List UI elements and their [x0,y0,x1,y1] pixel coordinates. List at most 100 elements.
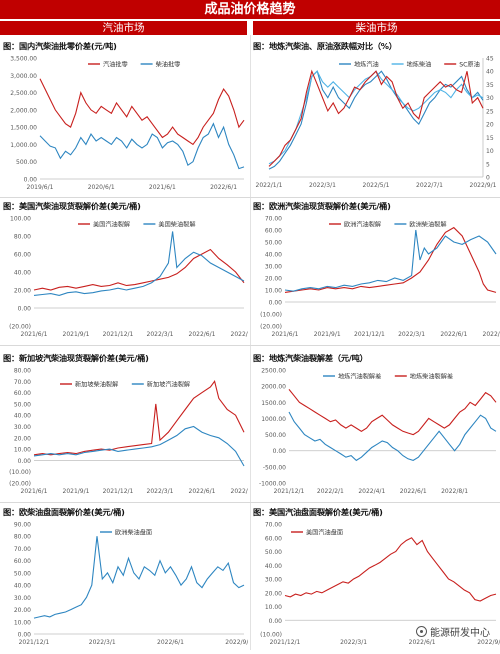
y-tick-label: 90.00 [14,522,31,529]
x-tick-label: 2022/6/1 [440,331,467,338]
y-tick-label: 80.00 [14,368,31,375]
legend-label: 美国柴油裂解 [158,220,195,228]
y-tick-label: 0.00 [18,306,32,313]
y-tick-label: 50.00 [265,549,282,556]
y-tick-label: 25 [486,108,494,115]
x-tick-label: 2022/9/1 [225,639,248,646]
y-tick-label: 1500.00 [261,400,286,407]
x-tick-label: 2022/3/1 [147,331,174,338]
y-tick-label: 30.00 [265,577,282,584]
series-line [39,122,245,170]
chart-singapore-spot-crack-spread: 80.00 70.00 60.00 50.00 40.00 30.00 20.00 10.00… [9,368,248,496]
y-tick-label: 20.00 [14,607,31,614]
y-tick-label: (10.00) [260,312,282,319]
y-tick-label: 15 [486,135,494,142]
y-tick-label: (20.00) [9,481,31,488]
y-tick-label: (20.00) [260,324,282,331]
x-tick-label: 2022/5/1 [363,182,390,189]
y-tick-label: 35 [486,82,494,89]
x-tick-label: 2021/9/1 [63,488,90,495]
y-tick-label: 50.00 [14,401,31,408]
y-tick-label: (10.00) [260,632,282,639]
y-tick-label: (20.00) [9,324,31,331]
chart-local-refinery-vs-crude-change: 45 40 35 30 25 20 15 10 5 0 2022/1/1 2022/3/1 2022/5… [256,56,497,190]
y-tick-label: 500.00 [16,159,37,166]
x-tick-label: 2022/9/1 [231,331,248,338]
x-tick-label: 2021/6/1 [21,488,48,495]
y-tick-label: 10.00 [14,619,31,626]
diesel-market-header: 柴油市场 [253,21,500,35]
y-tick-label: 40.00 [14,413,31,420]
y-tick-label: 40.00 [265,252,282,259]
y-tick-label: 1000.00 [261,416,286,423]
wechat-icon [416,626,427,637]
legend-label: 汽油批零 [103,60,128,68]
y-tick-label: 60.00 [14,252,31,259]
legend-label: 地炼柴油 [407,60,432,68]
x-tick-label: 2022/6/1 [210,184,237,191]
series-line [284,537,497,602]
x-tick-label: 2022/9/1 [231,488,248,495]
y-tick-label: 80.00 [14,234,31,241]
x-tick-label: 2022/2/1 [317,488,344,495]
panel-title-local-refinery-vs-crude-change: 图：地炼汽柴油、原油涨跌幅对比（%） [253,41,397,51]
panel-title-gasoline-diesel-wholesale-retail-spread: 图：国内汽柴油批零价差(元/吨) [3,41,117,51]
watermark: 能源研发中心 [416,624,490,639]
y-tick-label: 10.00 [265,604,282,611]
y-tick-label: 50.00 [265,240,282,247]
y-tick-label: 5 [486,161,490,168]
y-tick-label: 70.00 [14,546,31,553]
y-tick-label: 60.00 [14,558,31,565]
y-tick-label: 1,500.00 [10,125,37,132]
row-divider [0,502,500,503]
gasoline-market-header: 汽油市场 [0,21,247,35]
y-tick-label: 30.00 [265,264,282,271]
y-tick-label: 40.00 [14,270,31,277]
series-line [33,425,245,467]
y-tick-label: 3,000.00 [10,73,37,80]
y-tick-label: 80.00 [14,534,31,541]
series-line [268,69,484,167]
series-line [288,411,497,462]
x-tick-label: 2022/3/1 [309,182,336,189]
x-tick-label: 2022/9/1 [483,331,500,338]
y-tick-label: 0.00 [18,458,32,465]
y-tick-label: 60.00 [265,228,282,235]
y-tick-label: 10.00 [14,447,31,454]
legend-label: 美国汽油盘面 [306,528,343,536]
legend-label: 欧洲柴油盘面 [115,528,152,536]
y-tick-label: 2000.00 [261,384,286,391]
chart-local-refinery-crack-spread: 2500.00 2000.00 1500.00 1000.00 500.00 0.00 -5… [259,368,497,495]
x-tick-label: 2022/6/1 [400,488,427,495]
y-tick-label: 30.00 [14,424,31,431]
x-tick-label: 2022/6/1 [189,331,216,338]
y-tick-label: 2,500.00 [10,90,37,97]
x-tick-label: 2021/12/1 [354,331,385,338]
report-title: 成品油价格趋势 [0,0,500,19]
y-tick-label: 40.00 [265,563,282,570]
x-tick-label: 2021/12/1 [103,488,134,495]
series-line [284,229,497,292]
legend-label: 地炼汽油 [354,60,379,68]
x-tick-label: 2022/9/1 [477,639,500,646]
x-tick-label: 2022/9/1 [470,182,497,189]
legend-label: 地炼汽油裂解差 [338,372,381,380]
y-tick-label: 30.00 [14,595,31,602]
y-tick-label: 70.00 [14,379,31,386]
x-tick-label: 2020/6/1 [88,184,115,191]
panel-title-singapore-spot-crack-spread: 图：新加坡汽柴油现货裂解价差(美元/桶) [3,353,149,363]
y-tick-label: 60.00 [14,390,31,397]
row-divider [0,197,500,198]
y-tick-label: 10.00 [265,288,282,295]
column-divider [250,35,251,650]
series-line [33,536,245,619]
x-tick-label: 2019/6/1 [27,184,54,191]
y-tick-label: 20.00 [14,435,31,442]
panel-title-us-gasoline-futures-crack: 图：美国汽油盘面裂解价差(美元/桶) [253,507,383,517]
panel-title-europe-diesel-futures-crack: 图：欧柴油盘面裂解价差(美元/桶) [3,507,125,517]
y-tick-label: 40.00 [14,583,31,590]
legend-label: SC原油 [459,60,480,68]
chart-gasoline-diesel-wholesale-retail-spread: 3,500.00 3,000.00 2,500.00 2,000.00 1,500.00… [10,56,245,191]
y-tick-label: 20 [486,122,494,129]
x-tick-label: 2021/12/1 [274,488,305,495]
